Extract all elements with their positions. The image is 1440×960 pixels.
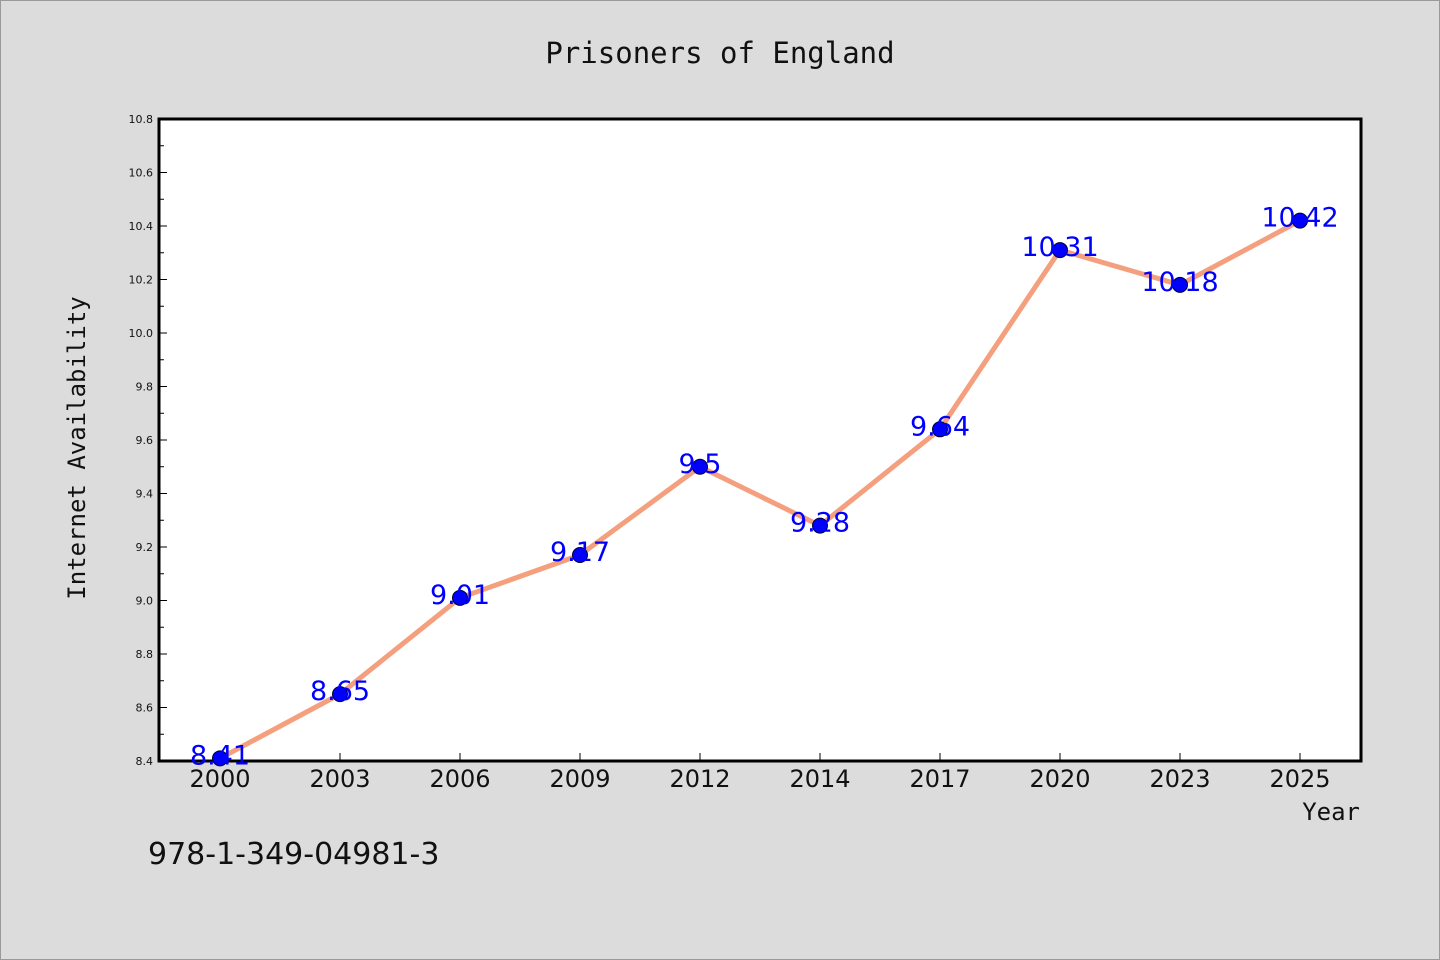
y-tick-label: 9.8 [136, 381, 154, 394]
x-axis: 2000 2003 2006 2009 2012 2014 2017 2020 2023 2025 [189, 753, 1331, 793]
data-point [812, 517, 828, 534]
data-label: 9.28 [790, 508, 850, 539]
y-tick-label: 10.2 [129, 274, 154, 287]
y-tick-label: 8.8 [136, 648, 154, 661]
x-tick-label: 2003 [309, 765, 370, 793]
series-layer: 8.41 8.65 9.01 9.17 9.5 9.28 9.64 10.31 10.18 10.… [190, 203, 1339, 772]
y-tick-label: 8.4 [136, 755, 154, 768]
data-label: 10.18 [1141, 267, 1218, 298]
data-point [1292, 212, 1308, 229]
x-tick-label: 2020 [1029, 765, 1090, 793]
data-point [692, 458, 708, 475]
x-tick-label: 2017 [909, 765, 970, 793]
y-tick-label: 9.6 [136, 434, 154, 447]
y-tick-label: 9.2 [136, 541, 154, 554]
data-label: 8.41 [190, 740, 250, 771]
data-point [1172, 276, 1188, 293]
x-tick-label: 2023 [1149, 765, 1210, 793]
x-tick-label: 2009 [549, 765, 610, 793]
x-axis-title: Year [1302, 798, 1360, 826]
data-label: 9.64 [910, 411, 970, 442]
data-point [572, 547, 588, 564]
data-point [932, 421, 948, 438]
y-tick-label: 10.6 [129, 167, 154, 180]
data-label: 8.65 [310, 676, 370, 707]
y-tick-label: 9.0 [136, 595, 154, 608]
y-tick-label: 9.4 [136, 488, 154, 501]
y-axis-title: Internet Availability [63, 296, 91, 599]
data-label: 9.5 [679, 449, 722, 480]
y-tick-label: 8.6 [136, 702, 154, 715]
data-point [332, 686, 348, 703]
isbn-text: 978-1-349-04981-3 [148, 837, 439, 872]
x-tick-label: 2012 [669, 765, 730, 793]
data-point [212, 750, 228, 767]
data-point [452, 589, 468, 606]
y-tick-label: 10.0 [129, 327, 154, 340]
chart-title: Prisoners of England [545, 36, 894, 70]
data-label: 10.42 [1261, 203, 1338, 234]
data-label: 9.01 [430, 580, 490, 611]
data-point [1052, 242, 1068, 259]
x-tick-label: 2006 [429, 765, 490, 793]
series-line [218, 218, 1302, 761]
y-tick-label: 10.4 [129, 220, 154, 233]
x-tick-label: 2025 [1269, 765, 1330, 793]
data-label: 9.17 [550, 537, 610, 568]
plot-area [157, 117, 1363, 763]
y-axis: 8.4 8.6 8.8 9.0 9.2 9.4 9.6 9.8 10.0 10.2 10.4 10.6… [129, 113, 167, 768]
x-tick-label: 2014 [789, 765, 850, 793]
y-tick-label: 10.8 [129, 113, 154, 126]
x-tick-label: 2000 [189, 765, 250, 793]
data-label: 10.31 [1021, 232, 1098, 263]
